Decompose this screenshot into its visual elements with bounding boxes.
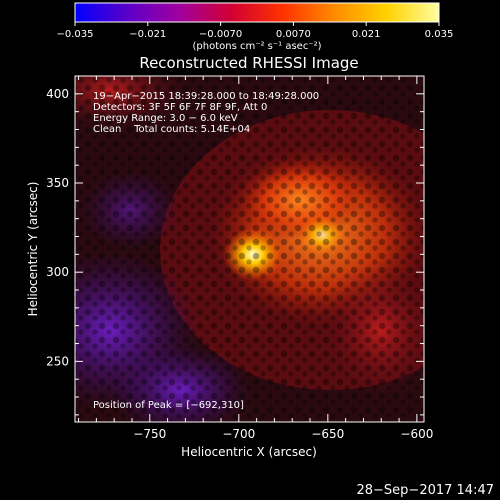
- colorbar-tick-label: 0.0070: [276, 29, 311, 40]
- x-tick-label: −700: [222, 427, 255, 441]
- colorbar-frame: [74, 2, 440, 23]
- y-tick-label: 400: [46, 87, 69, 101]
- y-tick-label: 350: [46, 176, 69, 190]
- colorbar-tick-label: −0.0070: [199, 29, 242, 40]
- x-tick-label: −750: [133, 427, 166, 441]
- axis-tick-labels: −750 −700 −650 −600 250 300 350 400: [46, 87, 433, 441]
- colorbar-bar: [75, 3, 439, 22]
- x-axis-label: Heliocentric X (arcsec): [181, 445, 317, 459]
- annotation-clean-counts: Clean Total counts: 5.14E+04: [93, 124, 250, 135]
- y-tick-label: 300: [46, 265, 69, 279]
- y-tick-label: 250: [46, 354, 69, 368]
- footer-timestamp: 28−Sep−2017 14:47: [356, 483, 494, 498]
- rhessi-image: [75, 76, 424, 422]
- colorbar-unit-label: (photons cm⁻² s⁻¹ asec⁻²): [192, 41, 321, 52]
- annotation-peak-position: Position of Peak = [−692,310]: [93, 400, 244, 411]
- colorbar-tick-label: 0.021: [352, 29, 381, 40]
- colorbar-tick-label: −0.035: [56, 29, 93, 40]
- chart-title: Reconstructed RHESSI Image: [139, 54, 358, 72]
- plot-frame: [74, 75, 425, 423]
- colorbar-ticks: −0.035 −0.021 −0.0070 0.0070 0.021 0.035: [56, 22, 453, 40]
- axis-ticks: [75, 75, 424, 422]
- image-texture: [75, 76, 424, 422]
- image-annotations: 19−Apr−2015 18:39:28.000 to 18:49:28.000…: [93, 91, 319, 411]
- x-tick-label: −600: [400, 427, 433, 441]
- annotation-time-range: 19−Apr−2015 18:39:28.000 to 18:49:28.000: [93, 91, 319, 102]
- colorbar-tick-label: 0.035: [425, 29, 454, 40]
- annotation-energy-range: Energy Range: 3.0 − 6.0 keV: [93, 113, 238, 124]
- y-axis-label: Heliocentric Y (arcsec): [26, 182, 40, 317]
- annotation-detectors: Detectors: 3F 5F 6F 7F 8F 9F, Att 0: [93, 102, 267, 113]
- colorbar-tick-label: −0.021: [129, 29, 166, 40]
- colorbar: −0.035 −0.021 −0.0070 0.0070 0.021 0.035 (pho…: [56, 2, 453, 52]
- x-tick-label: −650: [311, 427, 344, 441]
